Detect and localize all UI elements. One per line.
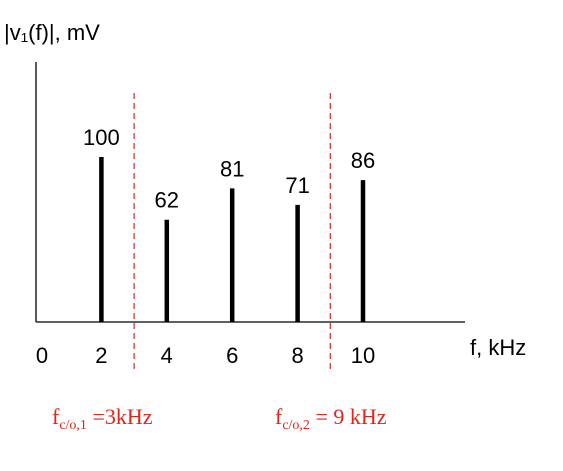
cutoff-labels: fc/o,1 =3kHz fc/o,2 = 9 kHz: [52, 404, 387, 433]
x-axis-label: f, kHz: [470, 335, 526, 360]
cutoff-label-subscript: c/o,1: [59, 418, 87, 433]
axes: [35, 62, 465, 323]
bars: [99, 157, 366, 322]
x-tick-label-8: 8: [291, 343, 303, 368]
cutoff-label-subscript: c/o,2: [282, 418, 310, 433]
x-tick-label-4: 4: [161, 343, 173, 368]
cutoff-label-value: = 9 kHz: [310, 404, 387, 429]
value-label-4khz: 62: [155, 188, 179, 213]
value-label-8khz: 71: [285, 173, 309, 198]
x-tick-label-10: 10: [351, 343, 375, 368]
cutoff-label-1: fc/o,1 =3kHz: [52, 404, 153, 433]
x-tick-labels: 0 2 4 6 8 10: [36, 343, 375, 368]
value-label-2khz: 100: [83, 125, 120, 150]
x-tick-label-2: 2: [95, 343, 107, 368]
value-labels: 100 62 81 71 86: [83, 125, 375, 213]
x-tick-label-0: 0: [36, 343, 48, 368]
y-axis-label: |v₁(f)|, mV: [4, 20, 100, 45]
value-label-10khz: 86: [351, 148, 375, 173]
cutoff-label-symbol: f: [275, 404, 283, 429]
cutoff-label-symbol: f: [52, 404, 60, 429]
x-tick-label-6: 6: [226, 343, 238, 368]
cutoff-label-2: fc/o,2 = 9 kHz: [275, 404, 387, 433]
cutoff-label-value: =3kHz: [87, 404, 153, 429]
cutoff-lines: [133, 93, 331, 372]
value-label-6khz: 81: [220, 156, 244, 181]
